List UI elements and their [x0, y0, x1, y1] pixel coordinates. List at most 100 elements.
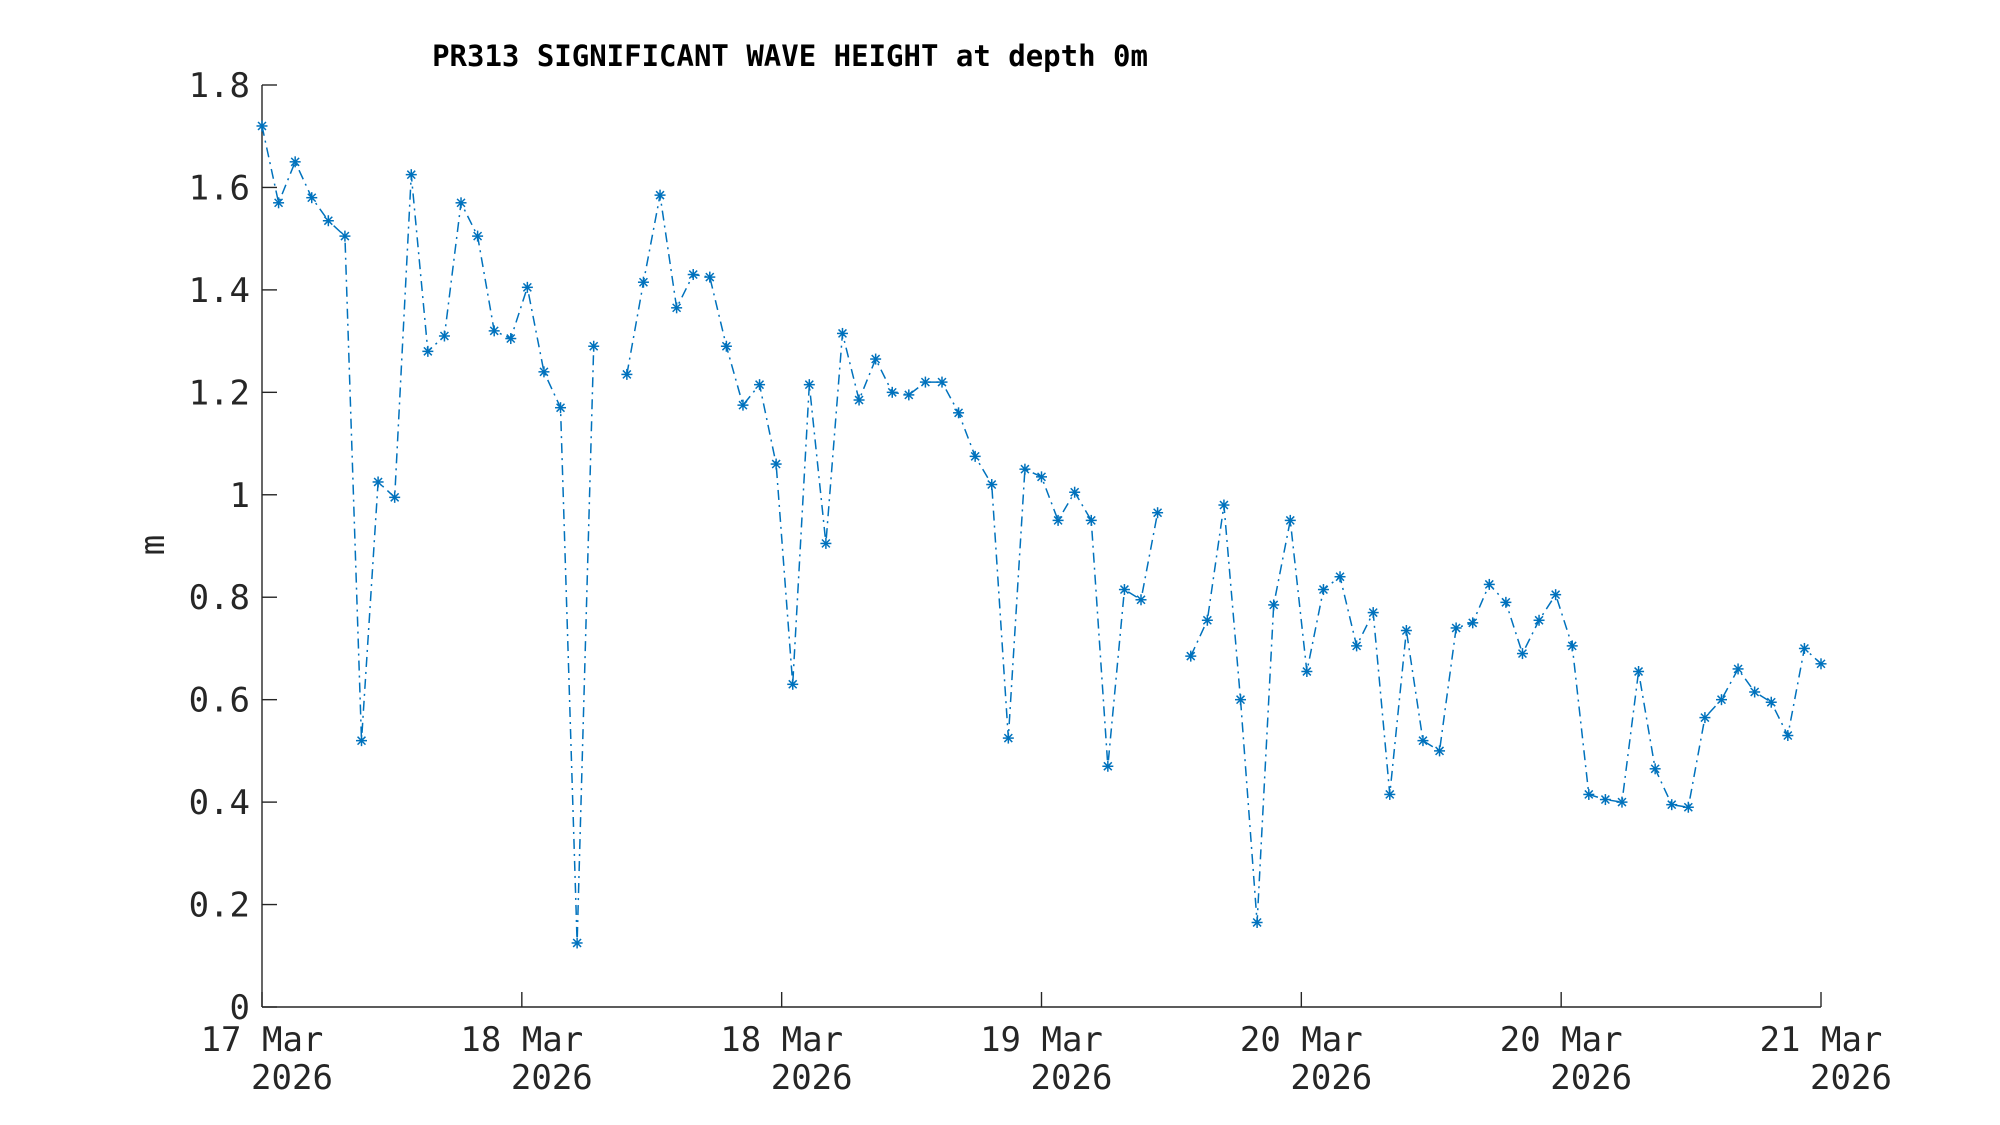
data-point [787, 678, 799, 690]
data-point [289, 156, 301, 168]
data-point [969, 450, 981, 462]
data-point [322, 215, 334, 227]
data-point [803, 379, 815, 391]
y-tick-label: 0 [230, 988, 250, 1028]
data-point [389, 491, 401, 503]
data-point [1268, 599, 1280, 611]
data-point [405, 169, 417, 181]
data-point [1550, 589, 1562, 601]
data-point [886, 386, 898, 398]
x-tick-label-date: 17 Mar [201, 1020, 324, 1060]
data-point [505, 333, 517, 345]
data-point [1533, 614, 1545, 626]
data-point [1301, 665, 1313, 677]
data-point [1434, 745, 1446, 757]
data-point [1384, 788, 1396, 800]
data-point [1102, 760, 1114, 772]
data-point [687, 269, 699, 281]
data-point [1185, 650, 1197, 662]
series-line [1190, 504, 1822, 923]
y-tick-label: 0.6 [189, 681, 250, 721]
data-point [1036, 471, 1047, 483]
data-point [1019, 463, 1031, 475]
x-tick-label-date: 20 Mar [1240, 1020, 1363, 1060]
data-point [770, 458, 782, 470]
data-point [1500, 596, 1512, 608]
data-point [953, 407, 965, 419]
data-point [1351, 640, 1363, 652]
data-point [339, 230, 351, 242]
data-point [1334, 571, 1346, 583]
data-point [903, 389, 915, 401]
data-point [521, 281, 533, 293]
data-point [1450, 622, 1462, 634]
data-point [621, 368, 633, 380]
data-point [1317, 584, 1329, 596]
data-point [1135, 594, 1147, 606]
data-point [1218, 499, 1230, 511]
data-point [538, 366, 550, 378]
data-point [1483, 578, 1495, 590]
data-point [372, 476, 384, 488]
series-layer [256, 120, 1827, 949]
data-point [637, 276, 649, 288]
data-point [1367, 607, 1379, 619]
data-point [853, 394, 865, 406]
data-point [1085, 514, 1097, 526]
data-point [820, 537, 832, 549]
data-point [356, 735, 368, 747]
y-axis-label: m [133, 535, 173, 555]
y-tick-label: 1.4 [189, 271, 250, 311]
data-point [1002, 732, 1014, 744]
data-point [1118, 584, 1130, 596]
x-tick-label-date: 21 Mar [1760, 1020, 1883, 1060]
data-point [1715, 694, 1727, 706]
axes [261, 85, 1821, 1008]
data-point [1235, 694, 1247, 706]
data-point [438, 330, 450, 342]
data-point [1682, 801, 1694, 813]
data-point [1699, 712, 1711, 724]
data-point [1251, 916, 1263, 928]
data-point [1400, 625, 1412, 637]
data-point [472, 230, 484, 242]
data-point [306, 192, 318, 204]
data-point [919, 376, 931, 388]
y-tick-label: 1.8 [189, 66, 250, 106]
data-point [836, 327, 848, 339]
data-point [422, 345, 434, 357]
data-point [273, 197, 285, 209]
x-tick-label-date: 18 Mar [460, 1020, 583, 1060]
data-point [1566, 640, 1578, 652]
x-tick-label-year: 2026 [1810, 1058, 1892, 1098]
data-point [936, 376, 948, 388]
data-point [1069, 486, 1081, 498]
data-point [654, 189, 666, 201]
data-point [1599, 794, 1611, 806]
data-point [671, 302, 683, 314]
y-tick-label: 1.6 [189, 168, 250, 208]
data-point [1052, 514, 1064, 526]
data-point [555, 402, 567, 414]
y-tick-label: 0.2 [189, 886, 250, 926]
data-point [488, 325, 500, 337]
data-point [1284, 514, 1296, 526]
x-tick-label-date: 19 Mar [980, 1020, 1103, 1060]
x-tick-label-year: 2026 [1290, 1058, 1372, 1098]
y-tick-label: 0.4 [189, 783, 250, 823]
y-tick-label: 0.8 [189, 578, 250, 618]
y-tick-label: 1.2 [189, 373, 250, 413]
data-point [870, 353, 882, 365]
x-tick-label-date: 18 Mar [720, 1020, 843, 1060]
data-point [1467, 617, 1479, 629]
data-point [737, 399, 749, 411]
data-point [1666, 799, 1678, 811]
data-point [986, 479, 998, 491]
data-point [1649, 763, 1661, 775]
x-tick-label-year: 2026 [1550, 1058, 1632, 1098]
data-point [1732, 663, 1744, 675]
x-tick-label-year: 2026 [251, 1058, 333, 1098]
data-point [720, 340, 732, 352]
